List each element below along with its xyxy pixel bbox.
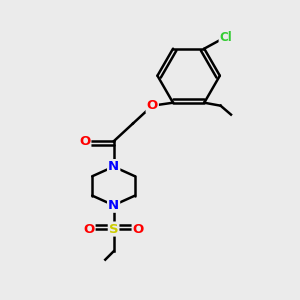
Text: O: O [79,135,90,148]
Text: O: O [83,223,94,236]
Text: Cl: Cl [220,31,232,44]
Text: O: O [133,223,144,236]
Text: N: N [108,160,119,173]
Text: O: O [147,99,158,112]
Text: N: N [108,199,119,212]
Text: S: S [109,223,118,236]
Text: N: N [108,160,119,173]
